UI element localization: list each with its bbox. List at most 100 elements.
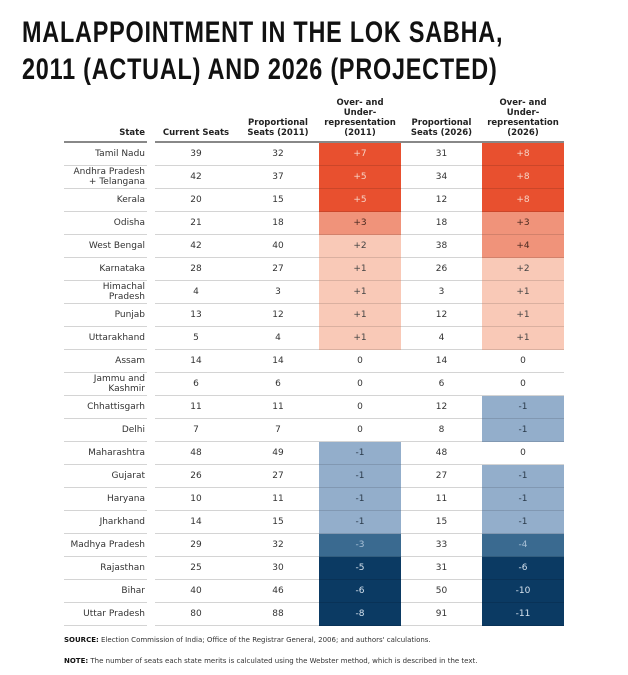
cell-over-under-2011: +1 xyxy=(319,327,401,350)
cell-over-under-2011: -1 xyxy=(319,511,401,534)
cell-proportional-2011: 4 xyxy=(237,327,319,350)
source-note: SOURCE: Election Commission of India; Of… xyxy=(64,636,431,644)
cell-state: Assam xyxy=(64,350,147,373)
cell-over-under-2026: +1 xyxy=(482,281,564,304)
cell-current-seats: 13 xyxy=(155,304,237,327)
cell-proportional-2011: 14 xyxy=(237,350,319,373)
table-row: Karnataka 28 27 +1 26 +2 xyxy=(64,258,564,281)
method-note: NOTE: The number of seats each state mer… xyxy=(64,657,477,665)
cell-over-under-2026: +8 xyxy=(482,143,564,166)
cell-current-seats: 7 xyxy=(155,419,237,442)
cell-over-under-2026: -6 xyxy=(482,557,564,580)
cell-proportional-2011: 6 xyxy=(237,373,319,396)
cell-current-seats: 40 xyxy=(155,580,237,603)
cell-over-under-2011: 0 xyxy=(319,396,401,419)
table-row: Jammu and Kashmir 6 6 0 6 0 xyxy=(64,373,564,396)
cell-proportional-2026: 38 xyxy=(401,235,482,258)
table-row: West Bengal 42 40 +2 38 +4 xyxy=(64,235,564,258)
title-line-2: 2011 (ACTUAL) AND 2026 (PROJECTED) xyxy=(22,53,498,86)
cell-state: Kerala xyxy=(64,189,147,212)
table-row: Bihar 40 46 -6 50 -10 xyxy=(64,580,564,603)
cell-proportional-2011: 7 xyxy=(237,419,319,442)
cell-over-under-2011: +7 xyxy=(319,143,401,166)
cell-over-under-2011: +1 xyxy=(319,304,401,327)
cell-proportional-2011: 46 xyxy=(237,580,319,603)
cell-state: Jammu and Kashmir xyxy=(64,373,147,396)
cell-over-under-2011: 0 xyxy=(319,419,401,442)
cell-proportional-2026: 27 xyxy=(401,465,482,488)
cell-over-under-2026: -1 xyxy=(482,488,564,511)
cell-current-seats: 29 xyxy=(155,534,237,557)
cell-over-under-2011: -1 xyxy=(319,488,401,511)
cell-over-under-2011: -1 xyxy=(319,442,401,465)
table-row: Tamil Nadu 39 32 +7 31 +8 xyxy=(64,143,564,166)
cell-over-under-2026: -10 xyxy=(482,580,564,603)
cell-proportional-2011: 88 xyxy=(237,603,319,626)
cell-over-under-2011: +3 xyxy=(319,212,401,235)
cell-state: Andhra Pradesh + Telangana xyxy=(64,166,147,189)
cell-current-seats: 4 xyxy=(155,281,237,304)
cell-over-under-2011: 0 xyxy=(319,350,401,373)
cell-over-under-2026: +1 xyxy=(482,327,564,350)
table-row: Chhattisgarh 11 11 0 12 -1 xyxy=(64,396,564,419)
cell-proportional-2011: 15 xyxy=(237,511,319,534)
cell-state: Odisha xyxy=(64,212,147,235)
cell-proportional-2026: 15 xyxy=(401,511,482,534)
cell-proportional-2011: 27 xyxy=(237,465,319,488)
cell-proportional-2026: 4 xyxy=(401,327,482,350)
cell-proportional-2026: 12 xyxy=(401,189,482,212)
cell-proportional-2011: 11 xyxy=(237,488,319,511)
cell-proportional-2011: 27 xyxy=(237,258,319,281)
cell-proportional-2011: 37 xyxy=(237,166,319,189)
chart-title: MALAPPOINTMENT IN THE LOK SABHA, 2011 (A… xyxy=(22,14,503,88)
cell-proportional-2011: 49 xyxy=(237,442,319,465)
cell-over-under-2011: -3 xyxy=(319,534,401,557)
cell-proportional-2026: 33 xyxy=(401,534,482,557)
cell-state: Rajasthan xyxy=(64,557,147,580)
table-row: Himachal Pradesh 4 3 +1 3 +1 xyxy=(64,281,564,304)
cell-state: Punjab xyxy=(64,304,147,327)
table-row: Assam 14 14 0 14 0 xyxy=(64,350,564,373)
note-text: The number of seats each state merits is… xyxy=(88,657,478,665)
cell-over-under-2026: +4 xyxy=(482,235,564,258)
cell-current-seats: 42 xyxy=(155,235,237,258)
cell-current-seats: 11 xyxy=(155,396,237,419)
cell-over-under-2011: -1 xyxy=(319,465,401,488)
cell-proportional-2026: 6 xyxy=(401,373,482,396)
header-row: State Current Seats Proportional Seats (… xyxy=(64,98,564,143)
cell-state: West Bengal xyxy=(64,235,147,258)
note-label: NOTE: xyxy=(64,657,89,665)
cell-state: Madhya Pradesh xyxy=(64,534,147,557)
cell-current-seats: 39 xyxy=(155,143,237,166)
cell-proportional-2026: 18 xyxy=(401,212,482,235)
table-row: Odisha 21 18 +3 18 +3 xyxy=(64,212,564,235)
cell-over-under-2026: -1 xyxy=(482,465,564,488)
cell-proportional-2011: 18 xyxy=(237,212,319,235)
cell-current-seats: 42 xyxy=(155,166,237,189)
cell-proportional-2026: 11 xyxy=(401,488,482,511)
cell-current-seats: 20 xyxy=(155,189,237,212)
cell-proportional-2011: 11 xyxy=(237,396,319,419)
cell-proportional-2011: 3 xyxy=(237,281,319,304)
cell-over-under-2026: +1 xyxy=(482,304,564,327)
table-row: Maharashtra 48 49 -1 48 0 xyxy=(64,442,564,465)
cell-over-under-2026: +3 xyxy=(482,212,564,235)
cell-over-under-2026: 0 xyxy=(482,373,564,396)
cell-over-under-2026: 0 xyxy=(482,350,564,373)
cell-state: Chhattisgarh xyxy=(64,396,147,419)
cell-state: Uttar Pradesh xyxy=(64,603,147,626)
cell-proportional-2026: 3 xyxy=(401,281,482,304)
cell-proportional-2011: 30 xyxy=(237,557,319,580)
cell-proportional-2026: 12 xyxy=(401,396,482,419)
cell-current-seats: 10 xyxy=(155,488,237,511)
table-row: Punjab 13 12 +1 12 +1 xyxy=(64,304,564,327)
cell-proportional-2011: 12 xyxy=(237,304,319,327)
cell-proportional-2026: 14 xyxy=(401,350,482,373)
table-row: Haryana 10 11 -1 11 -1 xyxy=(64,488,564,511)
cell-state: Gujarat xyxy=(64,465,147,488)
header-proportional-2026: Proportional Seats (2026) xyxy=(401,98,482,143)
table-row: Kerala 20 15 +5 12 +8 xyxy=(64,189,564,212)
cell-over-under-2011: -6 xyxy=(319,580,401,603)
cell-over-under-2026: -1 xyxy=(482,511,564,534)
malapportionment-table: State Current Seats Proportional Seats (… xyxy=(64,98,564,626)
